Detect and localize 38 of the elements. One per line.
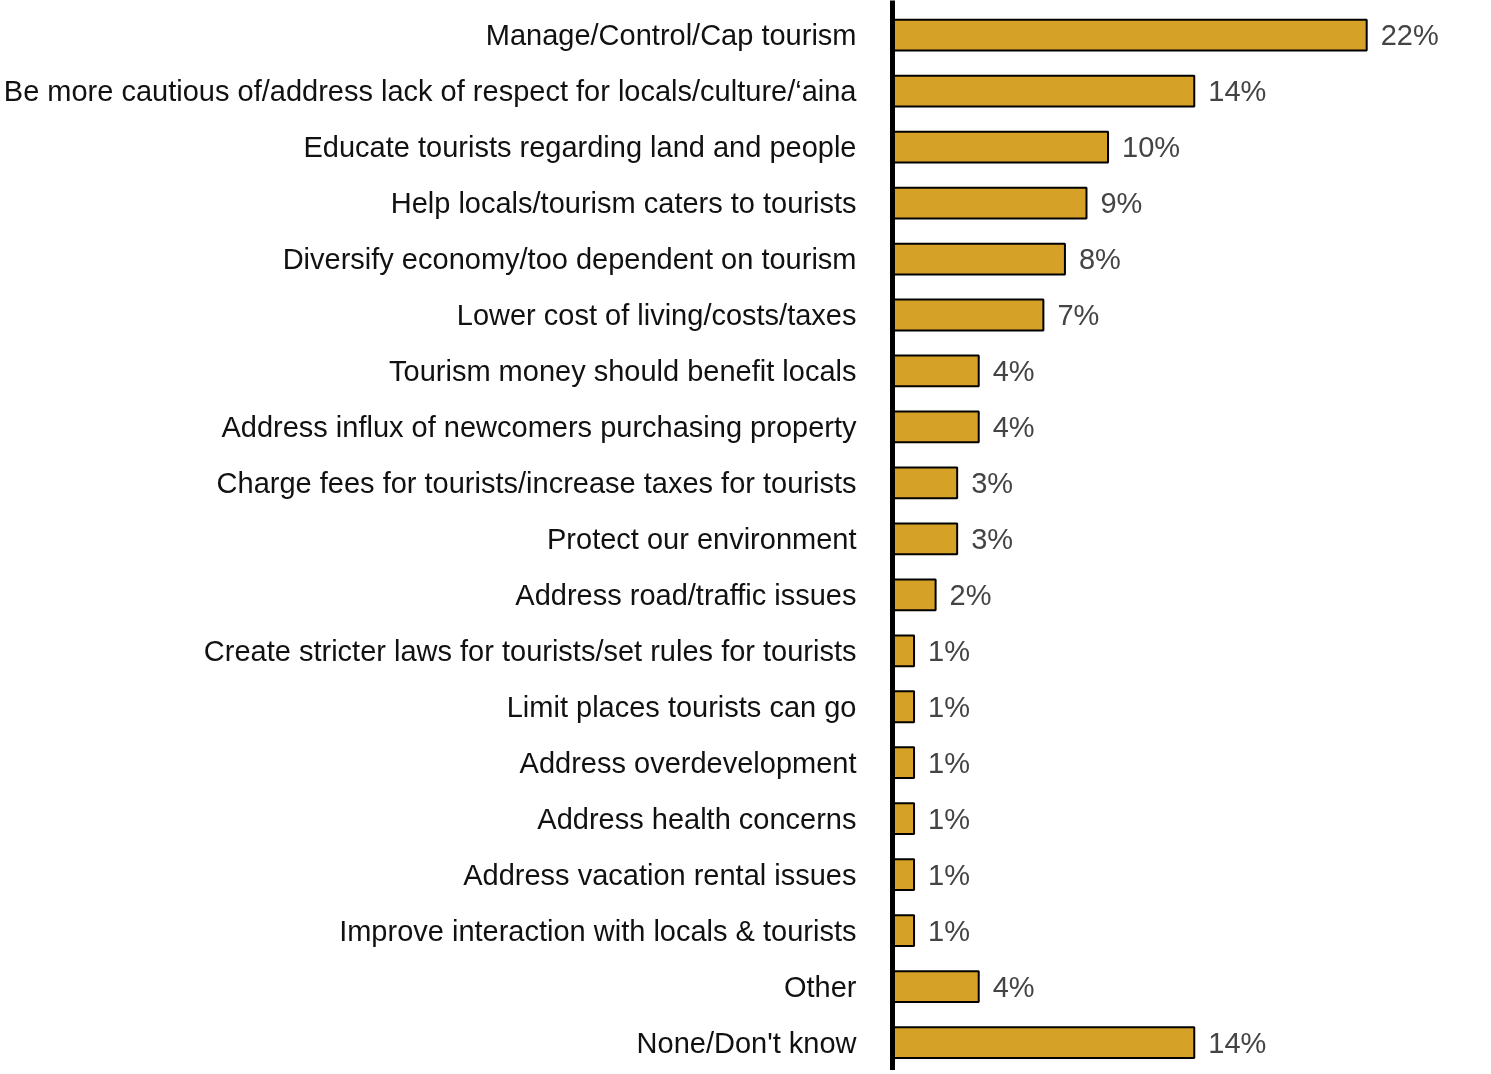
data-label: 9% bbox=[1100, 187, 1143, 220]
data-label: 1% bbox=[928, 858, 970, 891]
y-tick-label: Educate tourists regarding land and people bbox=[303, 131, 857, 164]
data-label: 1% bbox=[928, 802, 970, 835]
y-tick-label: Address overdevelopment bbox=[519, 746, 857, 779]
y-tick-label: Protect our environment bbox=[547, 522, 857, 555]
y-tick-label: Be more cautious of/address lack of respect for locals/culture/‘aina bbox=[3, 75, 858, 108]
y-tick-label: Help locals/tourism caters to tourists bbox=[390, 187, 857, 220]
data-label: 2% bbox=[949, 578, 992, 611]
y-tick-label: Address influx of newcomers purchasing property bbox=[221, 410, 857, 443]
data-label: 8% bbox=[1078, 243, 1121, 276]
y-tick-label: Create stricter laws for tourists/set rules for tourists bbox=[203, 634, 857, 667]
data-label: 3% bbox=[971, 466, 1014, 499]
data-label: 14% bbox=[1208, 1026, 1267, 1059]
data-label: 1% bbox=[928, 690, 970, 723]
y-tick-label: Improve interaction with locals & tourists bbox=[339, 914, 857, 947]
data-label: 1% bbox=[928, 746, 970, 779]
data-label: 1% bbox=[928, 634, 970, 667]
data-label: 3% bbox=[971, 522, 1014, 555]
data-label: 10% bbox=[1122, 131, 1181, 164]
y-tick-label: Charge fees for tourists/increase taxes for tourists bbox=[216, 466, 857, 499]
data-label: 4% bbox=[992, 354, 1035, 387]
data-label: 22% bbox=[1380, 19, 1439, 52]
data-label: 4% bbox=[992, 410, 1035, 443]
y-tick-label: Diversify economy/too dependent on tourism bbox=[282, 243, 857, 276]
y-tick-label: Manage/Control/Cap tourism bbox=[485, 19, 857, 52]
y-tick-label: Address vacation rental issues bbox=[463, 858, 857, 891]
data-label: 7% bbox=[1057, 299, 1100, 332]
data-label: 4% bbox=[992, 970, 1035, 1003]
y-tick-label: Address road/traffic issues bbox=[515, 578, 857, 611]
y-tick-label: Address health concerns bbox=[537, 802, 857, 835]
y-tick-label: Lower cost of living/costs/taxes bbox=[456, 299, 857, 332]
data-label: 14% bbox=[1208, 75, 1267, 108]
y-tick-label: None/Don't know bbox=[636, 1026, 858, 1059]
y-tick-label: Other bbox=[783, 970, 857, 1003]
y-tick-label: Tourism money should benefit locals bbox=[389, 354, 857, 387]
y-tick-label: Limit places tourists can go bbox=[506, 690, 857, 723]
data-label: 1% bbox=[928, 914, 970, 947]
